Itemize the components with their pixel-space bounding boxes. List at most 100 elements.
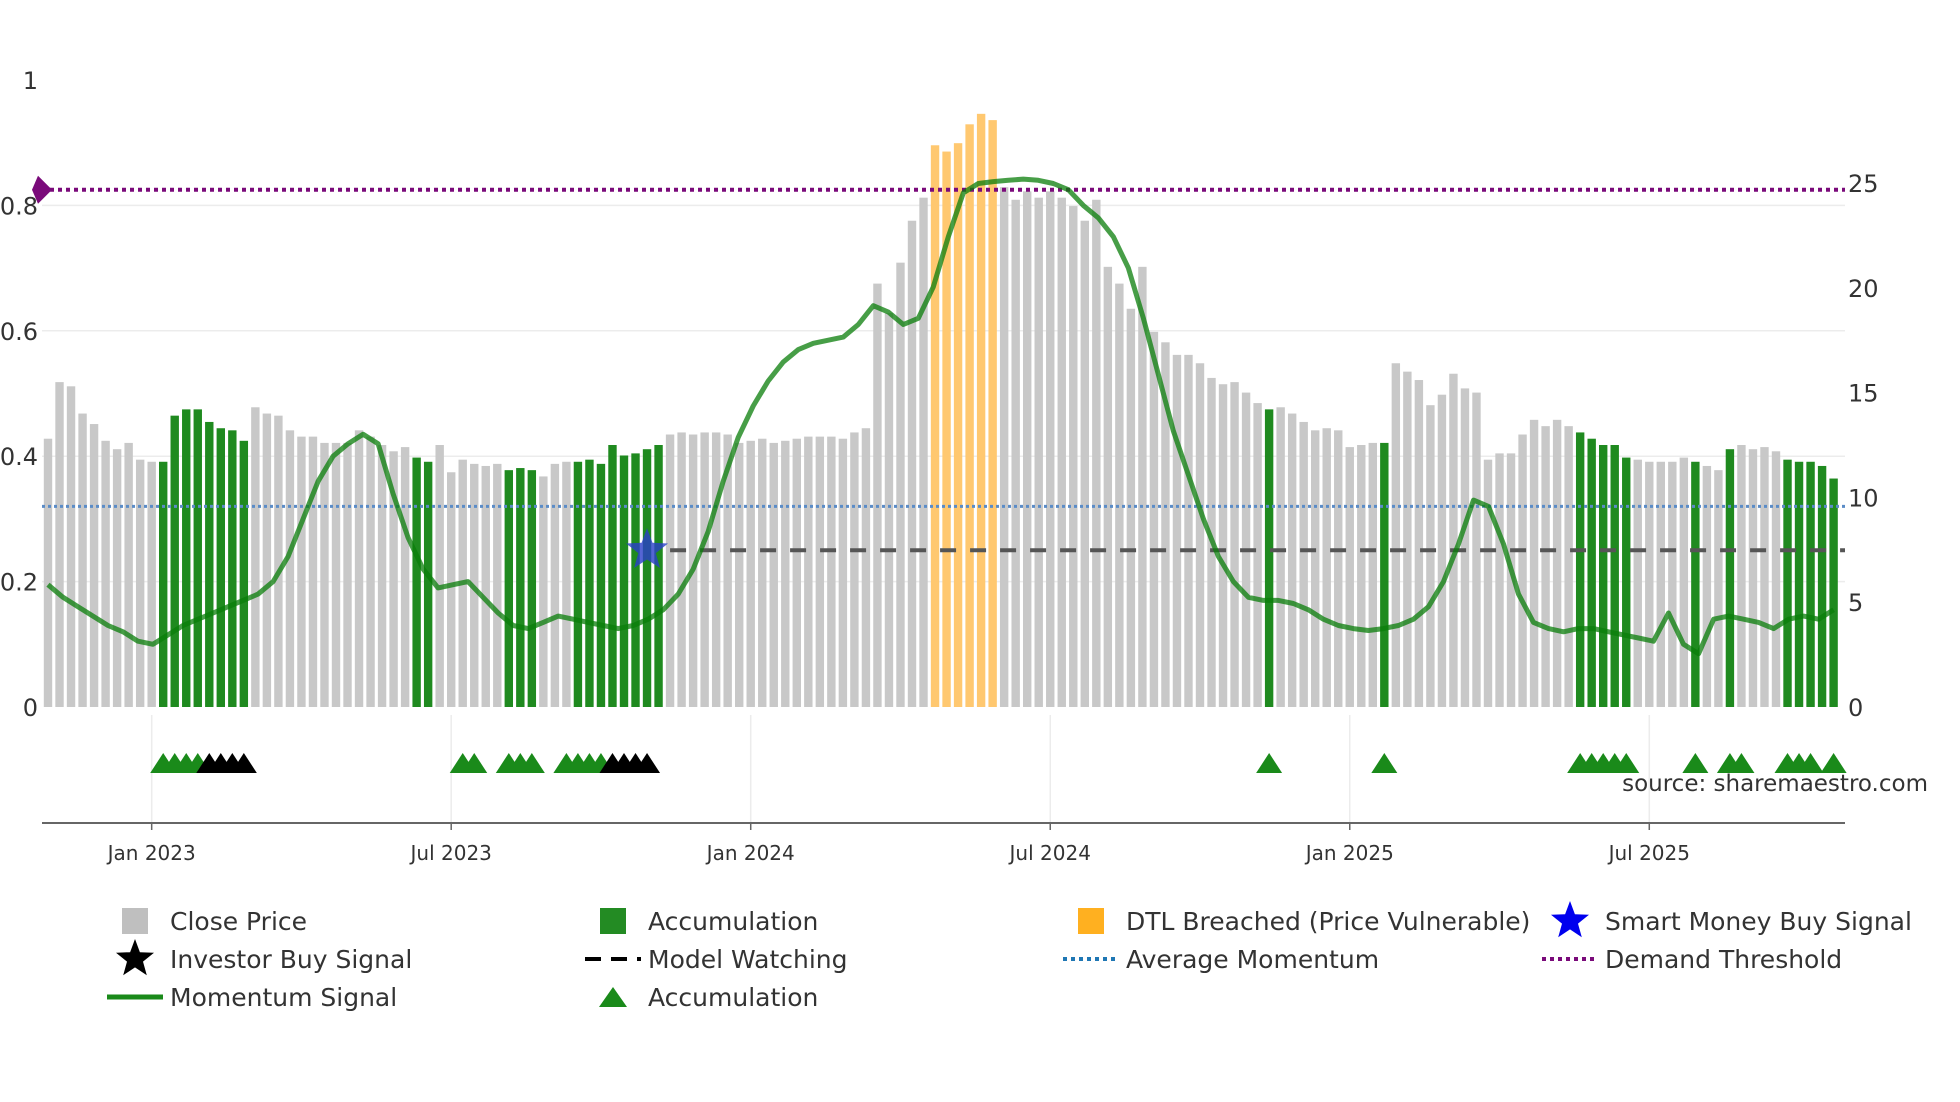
close-price-bar	[700, 432, 709, 707]
close-price-bar	[1748, 449, 1758, 707]
close-price-bar	[1645, 461, 1654, 707]
accumulation-triangle	[1256, 753, 1283, 773]
accumulation-triangle	[1613, 753, 1640, 773]
close-price-bar	[723, 434, 732, 707]
accumulation-bar	[1380, 442, 1389, 707]
accumulation-triangle	[1820, 753, 1847, 773]
close-price-bar	[1426, 405, 1435, 707]
x-axis-tick: Jul 2023	[409, 841, 492, 865]
close-price-bar	[896, 262, 905, 707]
accumulation-bar	[1783, 459, 1792, 707]
close-price-bar	[366, 436, 375, 707]
close-price-bar	[308, 436, 318, 707]
close-price-bar	[1034, 197, 1043, 707]
close-price-bar	[1172, 354, 1182, 707]
accumulation-bar	[654, 445, 663, 707]
close-price-bar	[769, 442, 778, 707]
dtl-breached-bar	[976, 113, 986, 707]
x-axis-tick: Jan 2024	[705, 841, 795, 865]
accumulation-triangle	[1797, 753, 1824, 773]
close-price-bar	[1656, 461, 1665, 707]
dtl-breached-bar	[942, 151, 951, 707]
dtl-breached-bar	[988, 120, 997, 708]
close-price-bar	[1080, 220, 1089, 707]
accumulation-bar	[504, 470, 513, 707]
close-price-bar	[735, 442, 744, 707]
right-axis-tick: 5	[1848, 589, 1863, 617]
close-price-bar	[1495, 453, 1504, 707]
accumulation-bar	[228, 430, 237, 707]
close-price-bar	[1115, 283, 1124, 707]
close-price-bar	[873, 283, 882, 707]
close-price-bar	[124, 442, 133, 707]
close-price-bar	[827, 436, 836, 707]
right-axis-tick: 20	[1848, 275, 1879, 303]
accumulation-bar	[1794, 461, 1804, 707]
signal-lines	[32, 175, 1845, 657]
close-price-bar	[112, 449, 122, 707]
accumulation-triangle	[1682, 753, 1709, 773]
close-price-bar	[147, 461, 156, 707]
close-price-bar	[331, 442, 341, 707]
close-price-bar	[1771, 451, 1781, 707]
accumulation-bar	[631, 453, 640, 707]
dtl-breached-bar	[965, 124, 974, 707]
close-price-bar	[400, 447, 410, 707]
close-price-bar	[481, 465, 490, 707]
close-price-bar	[1322, 428, 1331, 707]
accumulation-bar	[573, 461, 583, 707]
accumulation-bar	[1264, 409, 1274, 707]
left-axis-tick: 0.6	[0, 318, 38, 346]
close-price-bar	[435, 445, 444, 707]
accumulation-triangle	[1728, 753, 1755, 773]
close-price-bar	[389, 451, 398, 707]
x-axis-tick: Jul 2024	[1008, 841, 1091, 865]
investor-buy-triangle	[634, 753, 661, 773]
close-price-bar	[1334, 430, 1343, 707]
signal-markers	[150, 528, 1847, 773]
left-axis-tick: 0.8	[0, 192, 38, 220]
accumulation-bar	[1622, 457, 1631, 707]
accumulation-triangle	[461, 753, 488, 773]
dtl-breached-bar	[953, 143, 963, 707]
close-price-bar	[1218, 384, 1228, 707]
accumulation-bar	[619, 455, 629, 707]
close-price-bar	[320, 442, 329, 707]
close-price-bar	[1760, 447, 1769, 707]
close-price-bar	[562, 461, 571, 707]
right-axis-tick: 15	[1848, 380, 1879, 408]
close-price-bar	[1483, 459, 1493, 707]
left-axis-tick: 0.2	[0, 569, 38, 597]
close-price-bar	[297, 436, 306, 707]
close-price-bar	[1138, 266, 1147, 707]
close-price-bar	[1506, 453, 1516, 707]
close-price-bar	[1368, 442, 1377, 707]
close-price-bar	[377, 445, 387, 707]
accumulation-bar	[516, 468, 525, 707]
close-price-bar	[884, 312, 894, 707]
accumulation-bar	[1610, 445, 1619, 707]
close-price-bar	[1046, 191, 1055, 707]
close-price-bar	[1149, 331, 1159, 707]
close-price-bar	[1403, 371, 1412, 707]
momentum-signal-line	[46, 176, 1835, 657]
source-label: source: sharemaestro.com	[1622, 771, 1928, 797]
demand-threshold-marker	[32, 175, 52, 204]
close-price-bar	[677, 432, 686, 707]
close-price-bar	[1668, 461, 1677, 707]
accumulation-bar	[216, 428, 225, 707]
investor-buy-triangle	[230, 753, 257, 773]
close-price-bar	[1195, 363, 1205, 707]
accumulation-bar	[1575, 432, 1585, 707]
close-price-bar	[285, 430, 295, 707]
close-price-bar	[262, 413, 272, 707]
close-price-bar	[1230, 382, 1239, 707]
close-price-bar	[1702, 465, 1712, 707]
close-price-bar	[274, 415, 283, 707]
accumulation-triangle	[1371, 753, 1398, 773]
accumulation-bar	[412, 457, 421, 707]
close-price-bar	[1345, 447, 1354, 707]
close-price-bar	[1092, 199, 1101, 707]
